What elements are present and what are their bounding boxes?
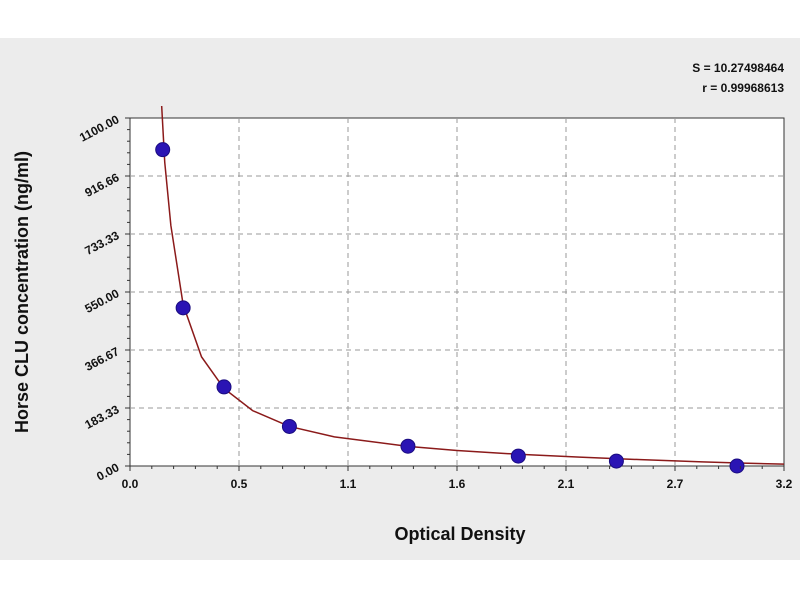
y-tick-label: 916.66 — [82, 170, 121, 200]
x-tick-label: 1.6 — [449, 477, 466, 491]
chart-frame: 0.0 0.5 1.1 1.6 2.1 2.7 3.2 0.00 183.33 366.67 550… — [0, 38, 800, 560]
fit-curve-layer — [160, 105, 785, 465]
data-point — [400, 438, 416, 454]
data-point — [729, 458, 745, 474]
x-tick-label: 1.1 — [340, 477, 357, 491]
data-point — [155, 142, 171, 158]
data-point — [608, 453, 624, 469]
x-tick-label: 3.2 — [776, 477, 793, 491]
x-tick-label: 0.0 — [122, 477, 139, 491]
annotation-s: S = 10.27498464 — [692, 61, 784, 75]
y-tick-label: 550.00 — [82, 286, 121, 316]
y-tick-label: 366.67 — [82, 344, 121, 374]
chart-svg: 0.0 0.5 1.1 1.6 2.1 2.7 3.2 0.00 183.33 366.67 550… — [12, 61, 793, 544]
data-point — [216, 379, 232, 395]
x-axis-title: Optical Density — [394, 524, 525, 544]
y-tick-label: 183.33 — [82, 402, 121, 432]
data-point — [175, 300, 191, 316]
y-tick-label: 1100.00 — [77, 112, 122, 145]
data-point — [510, 448, 526, 464]
y-tick-label: 733.33 — [82, 228, 121, 258]
grid-layer — [130, 118, 784, 466]
x-tick-label: 0.5 — [231, 477, 248, 491]
x-tick-label: 2.7 — [667, 477, 684, 491]
x-tick-label: 2.1 — [558, 477, 575, 491]
y-axis-title: Horse CLU concentration (ng/ml) — [12, 151, 32, 433]
annotation-r: r = 0.99968613 — [702, 81, 784, 95]
y-tick-label: 0.00 — [94, 460, 121, 483]
points-layer — [155, 142, 745, 474]
fit-curve — [160, 105, 785, 465]
data-point — [281, 418, 297, 434]
